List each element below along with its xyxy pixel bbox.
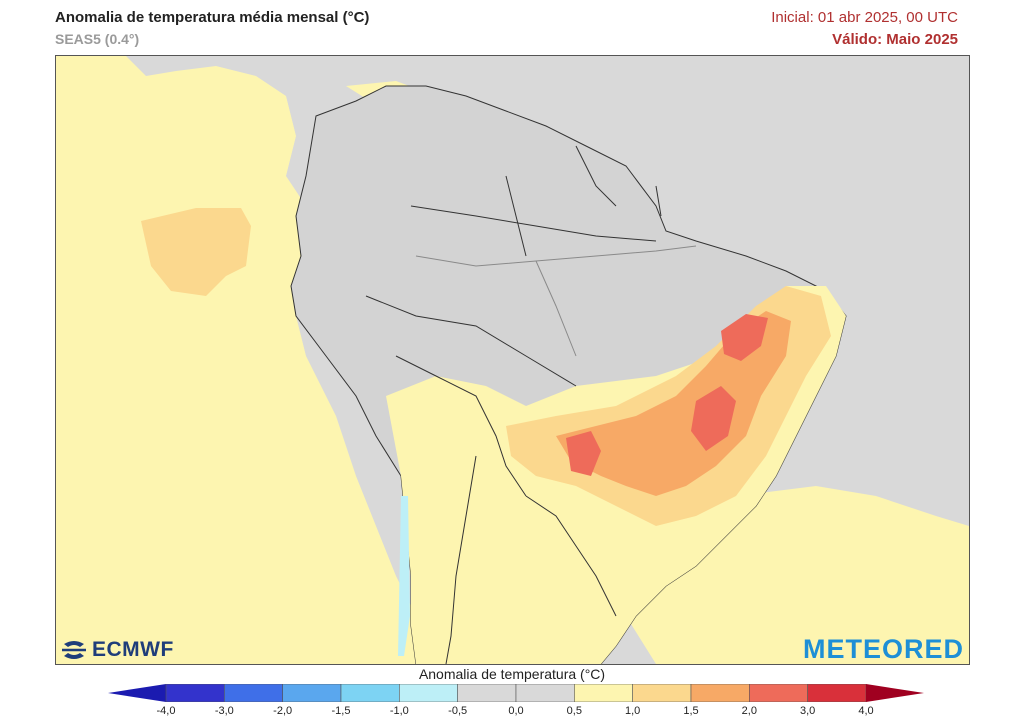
colorbar-segment xyxy=(165,684,225,702)
colorbar-segment xyxy=(340,684,400,702)
valid-date: Válido: Maio 2025 xyxy=(832,31,958,48)
brazil-hotspot-central xyxy=(691,386,736,451)
colorbar-under-triangle xyxy=(108,684,166,702)
map-title: Anomalia de temperatura média mensal (°C… xyxy=(55,9,370,26)
colorbar-segment xyxy=(282,684,342,702)
colorbar-tick-label: 0,0 xyxy=(508,705,524,717)
brazil-hotspot-west xyxy=(566,431,601,476)
colorbar-segment xyxy=(749,684,808,702)
pacific-moderate-anomaly xyxy=(141,208,251,296)
colorbar-tick-label: 4,0 xyxy=(858,705,874,717)
map-canvas xyxy=(56,56,969,664)
colorbar-segment xyxy=(807,684,867,702)
colorbar-segment xyxy=(399,684,458,702)
model-subtitle: SEAS5 (0.4°) xyxy=(55,31,140,47)
brazil-hotspot-north xyxy=(721,314,768,361)
colorbar-segment xyxy=(574,684,633,702)
colorbar-segment xyxy=(632,684,692,702)
country-borders xyxy=(365,145,662,664)
ecmwf-logo-text: ECMWF xyxy=(92,638,174,661)
ecmwf-logo: ECMWF xyxy=(60,638,174,662)
colorbar-segment xyxy=(224,684,283,702)
colorbar-tick-label: 1,5 xyxy=(683,705,699,717)
colorbar-segment xyxy=(690,684,750,702)
colorbar-tick-label: -4,0 xyxy=(156,705,176,717)
colorbar-tick-label: -0,5 xyxy=(448,705,468,717)
rivers xyxy=(415,245,697,357)
chile-cool-anomaly xyxy=(398,496,410,656)
colorbar-label: Anomalia de temperatura (°C) xyxy=(418,666,606,682)
colorbar-tick-label: -1,5 xyxy=(331,705,351,717)
colorbar-tick-label: -3,0 xyxy=(214,705,234,717)
colorbar-segment xyxy=(457,684,517,702)
anomaly-map xyxy=(55,55,970,665)
initial-date: Inicial: 01 abr 2025, 00 UTC xyxy=(771,9,958,26)
meteored-logo: METEORED xyxy=(802,634,964,664)
colorbar-tick-label: 3,0 xyxy=(800,705,816,717)
colorbar-tick-label: 0,5 xyxy=(566,705,582,717)
colorbar xyxy=(108,684,924,702)
colorbar-tick-label: 2,0 xyxy=(741,705,757,717)
ecmwf-icon xyxy=(62,641,86,659)
colorbar-segment xyxy=(515,684,575,702)
colorbar-tick-label: -1,0 xyxy=(389,705,409,717)
colorbar-tick-label: 1,0 xyxy=(625,705,641,717)
colorbar-tick-label: -2,0 xyxy=(273,705,293,717)
colorbar-over-triangle xyxy=(866,684,924,702)
